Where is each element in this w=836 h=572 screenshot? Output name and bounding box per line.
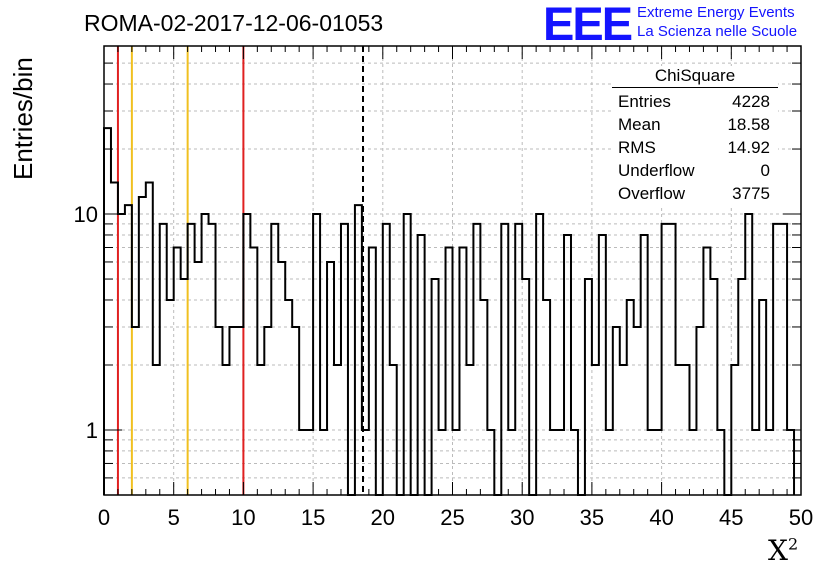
stats-title: ChiSquare [612, 66, 778, 88]
stats-label: Overflow [618, 184, 686, 203]
x-tick-label: 5 [168, 505, 180, 530]
histogram-bin [202, 214, 209, 495]
x-tick-labels: 0 5 10 15 20 25 30 35 40 45 50 [98, 505, 813, 530]
histogram-bin [585, 279, 592, 495]
stats-label: Mean [618, 115, 661, 134]
x-tick-label: 20 [371, 505, 395, 530]
histogram-bin [613, 327, 620, 495]
histogram-bin [738, 279, 745, 495]
x-tick-label: 15 [301, 505, 325, 530]
histogram-bin [174, 247, 181, 495]
histogram-bin [181, 279, 188, 495]
histogram-bin [132, 327, 139, 495]
stats-row: Mean 18.58 [612, 113, 778, 136]
histogram-bin [285, 300, 292, 495]
histogram-bin [111, 182, 118, 495]
histogram-bin [432, 279, 439, 495]
histogram-bin [522, 279, 529, 495]
x-axis-label: X2 [768, 534, 798, 567]
histogram-bin [669, 224, 676, 495]
histogram-bin [501, 224, 508, 495]
x-tick-label: 30 [510, 505, 534, 530]
histogram-bin [459, 247, 466, 495]
stats-row: Overflow 3775 [612, 182, 778, 205]
histogram-bin [627, 300, 634, 495]
stats-row: Underflow 0 [612, 159, 778, 182]
histogram-bin [480, 300, 487, 495]
histogram-bin [146, 182, 153, 495]
y-axis-label: Entries/bin [8, 57, 38, 180]
stats-value: 0 [760, 161, 770, 180]
stats-label: Entries [618, 92, 671, 111]
stats-label: Underflow [618, 161, 695, 180]
histogram-bin [118, 214, 125, 495]
x-tick-label: 25 [440, 505, 464, 530]
plot-frame [103, 45, 802, 496]
histogram-bin [167, 300, 174, 495]
chart-title: ROMA-02-2017-12-06-01053 [84, 10, 384, 36]
x-tick-label: 45 [719, 505, 743, 530]
histogram-bin [662, 224, 669, 495]
stats-value: 3775 [732, 184, 770, 203]
histogram-bin [780, 224, 787, 495]
histogram-bin [292, 327, 299, 495]
histogram-bin [250, 247, 257, 495]
histogram-bin [236, 327, 243, 495]
histogram-bin [341, 224, 348, 495]
x-tick-label: 0 [98, 505, 110, 530]
y-tick-labels: 1 10 [74, 202, 98, 443]
histogram-bin [216, 327, 223, 495]
stats-value: 4228 [732, 92, 770, 111]
histogram-bin [703, 247, 710, 495]
histogram-bin [536, 214, 543, 495]
x-tick-label: 10 [231, 505, 255, 530]
histogram-bin [745, 214, 752, 495]
histogram-bin [543, 300, 550, 495]
histogram-bin [404, 214, 411, 495]
histogram-bin [160, 224, 167, 495]
axis-ticks [103, 45, 802, 496]
stats-value: 18.58 [727, 115, 770, 134]
histogram-outline [103, 127, 796, 496]
histogram-bin [696, 327, 703, 495]
histogram-bin [473, 224, 480, 495]
x-tick-label: 40 [649, 505, 673, 530]
histogram-bin [139, 197, 146, 495]
y-tick-label: 1 [86, 418, 98, 443]
stats-label: RMS [618, 138, 656, 157]
x-axis-label-superscript: 2 [787, 534, 799, 554]
y-tick-label: 10 [74, 202, 98, 227]
histogram-bin [125, 205, 132, 495]
histogram-bin [710, 279, 717, 495]
histogram-bin [355, 205, 362, 495]
histogram-bin [188, 224, 195, 495]
histogram-bin [759, 300, 766, 495]
histogram-bin [313, 214, 320, 495]
histogram-bin [209, 224, 216, 495]
histogram-bin [327, 262, 334, 495]
histogram-bin [446, 247, 453, 495]
histogram-bin [383, 224, 390, 495]
stats-value: 14.92 [727, 138, 770, 157]
histogram-bin [369, 247, 376, 495]
x-tick-label: 50 [789, 505, 813, 530]
stats-box: ChiSquare Entries 4228 Mean 18.58 RMS 14.92… [612, 66, 778, 205]
histogram-bin [515, 224, 522, 495]
histogram-bin [264, 327, 271, 495]
histogram-bin [278, 262, 285, 495]
histogram-bin [271, 224, 278, 495]
histogram-bin [195, 262, 202, 495]
stats-row: Entries 4228 [612, 90, 778, 113]
histogram-bin [243, 214, 250, 495]
histogram-bin [229, 327, 236, 495]
x-axis-label-symbol: X [768, 534, 788, 567]
logo-tagline-1: Extreme Energy Events [637, 4, 795, 21]
logo-tagline-2: La Scienza nelle Scuole [637, 23, 798, 40]
stats-row: RMS 14.92 [612, 136, 778, 159]
x-tick-label: 35 [580, 505, 604, 530]
histogram-bin [773, 224, 780, 495]
eee-logo: EEE [543, 0, 633, 50]
histogram-bin [634, 327, 641, 495]
